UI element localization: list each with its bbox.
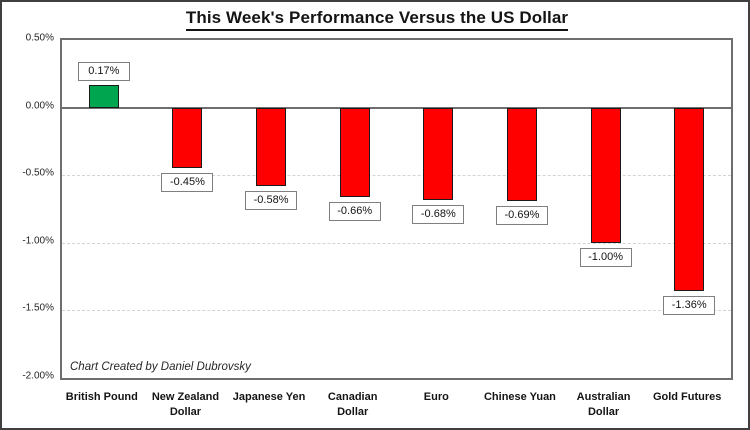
x-tick-label-chinese-yuan: Chinese Yuan <box>483 391 556 403</box>
data-label-canadian-dollar: -0.66% <box>328 201 381 221</box>
x-tick-label-canadian-dollar: Canadian Dollar <box>327 391 378 418</box>
bar-british-pound <box>88 84 119 108</box>
y-tick-label: 0.50% <box>25 32 54 44</box>
bar-chinese-yuan <box>506 107 537 201</box>
x-tick-label-gold-futures: Gold Futures <box>652 391 722 403</box>
data-label-new-zealand-dollar: -0.45% <box>161 173 214 193</box>
x-tick-label-australian-dollar: Australian Dollar <box>576 391 631 418</box>
gridline <box>62 242 731 244</box>
x-tick-label-british-pound: British Pound <box>65 391 138 403</box>
zero-axis-line <box>62 106 731 109</box>
bar-euro <box>423 107 454 200</box>
y-tick-label: -1.50% <box>22 302 54 314</box>
y-tick-label: 0.00% <box>25 100 54 112</box>
chart-credit-annotation: Chart Created by Daniel Dubrovsky <box>70 361 251 373</box>
y-tick-label: -1.00% <box>22 235 54 247</box>
y-tick-label: -2.00% <box>22 370 54 382</box>
bar-japanese-yen <box>256 107 287 186</box>
gridline <box>62 310 731 312</box>
bar-new-zealand-dollar <box>172 107 203 169</box>
bar-australian-dollar <box>590 107 621 243</box>
x-tick-label-japanese-yen: Japanese Yen <box>232 391 306 403</box>
chart-title: This Week's Performance Versus the US Do… <box>2 8 750 31</box>
data-label-euro: -0.68% <box>412 204 465 224</box>
data-label-british-pound: 0.17% <box>77 61 130 81</box>
x-tick-label-euro: Euro <box>423 391 449 403</box>
x-tick-label-new-zealand-dollar: New Zealand Dollar <box>151 391 220 418</box>
chart-title-text: This Week's Performance Versus the US Do… <box>185 8 569 31</box>
data-label-australian-dollar: -1.00% <box>579 247 632 267</box>
gridline <box>62 175 731 177</box>
bar-canadian-dollar <box>339 107 370 197</box>
data-label-gold-futures: -1.36% <box>663 296 716 316</box>
bar-gold-futures <box>674 107 705 292</box>
data-label-chinese-yuan: -0.69% <box>495 205 548 225</box>
y-tick-label: -0.50% <box>22 167 54 179</box>
plot-area: 0.17% -0.45% -0.58% -0.66% -0.68% -0.69% -1.00… <box>60 38 733 380</box>
data-label-japanese-yen: -0.58% <box>245 191 298 211</box>
